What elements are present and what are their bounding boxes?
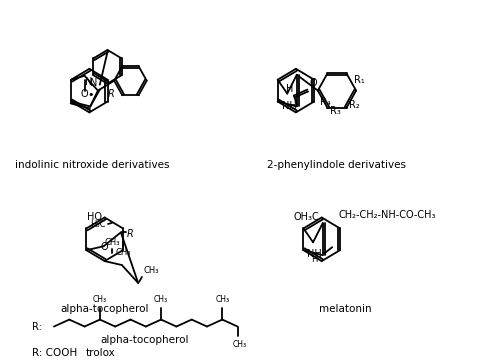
Text: R₃: R₃ bbox=[330, 106, 341, 116]
Text: CH₃: CH₃ bbox=[232, 340, 246, 349]
Text: NH: NH bbox=[282, 100, 296, 110]
Text: CH₃: CH₃ bbox=[93, 295, 107, 304]
Text: OH₃C: OH₃C bbox=[293, 213, 319, 222]
Text: R₄: R₄ bbox=[320, 96, 330, 106]
Text: R: R bbox=[108, 88, 114, 99]
Text: 2-phenylindole derivatives: 2-phenylindole derivatives bbox=[266, 160, 406, 170]
Text: indolinic nitroxide derivatives: indolinic nitroxide derivatives bbox=[15, 160, 170, 170]
Text: alpha-tocopherol: alpha-tocopherol bbox=[100, 335, 189, 345]
Text: R₂: R₂ bbox=[350, 100, 360, 110]
Text: H: H bbox=[311, 255, 317, 264]
Text: NH: NH bbox=[306, 249, 322, 259]
Text: H₃C: H₃C bbox=[90, 221, 106, 230]
Text: CH₃: CH₃ bbox=[115, 248, 130, 257]
Text: O: O bbox=[101, 242, 108, 252]
Text: N: N bbox=[90, 78, 97, 88]
Text: melatonin: melatonin bbox=[320, 304, 372, 314]
Text: CH₃: CH₃ bbox=[104, 238, 120, 247]
Text: N: N bbox=[86, 77, 93, 87]
Text: H: H bbox=[286, 84, 294, 93]
Text: HO: HO bbox=[87, 213, 102, 222]
Text: CH₂-CH₂-NH-CO-CH₃: CH₂-CH₂-NH-CO-CH₃ bbox=[339, 209, 436, 219]
Text: O: O bbox=[309, 78, 317, 88]
Text: alpha-tocopherol: alpha-tocopherol bbox=[60, 304, 149, 314]
Text: R: COOH: R: COOH bbox=[32, 348, 77, 358]
Text: •: • bbox=[87, 90, 94, 100]
Text: CH₃: CH₃ bbox=[144, 266, 160, 275]
Text: R: R bbox=[126, 229, 134, 239]
Text: CH₃: CH₃ bbox=[154, 295, 168, 304]
Text: R:: R: bbox=[32, 322, 42, 331]
Text: R₁: R₁ bbox=[354, 75, 365, 84]
Text: O: O bbox=[80, 88, 88, 99]
Text: CH₃: CH₃ bbox=[215, 295, 230, 304]
Text: trolox: trolox bbox=[86, 348, 116, 358]
